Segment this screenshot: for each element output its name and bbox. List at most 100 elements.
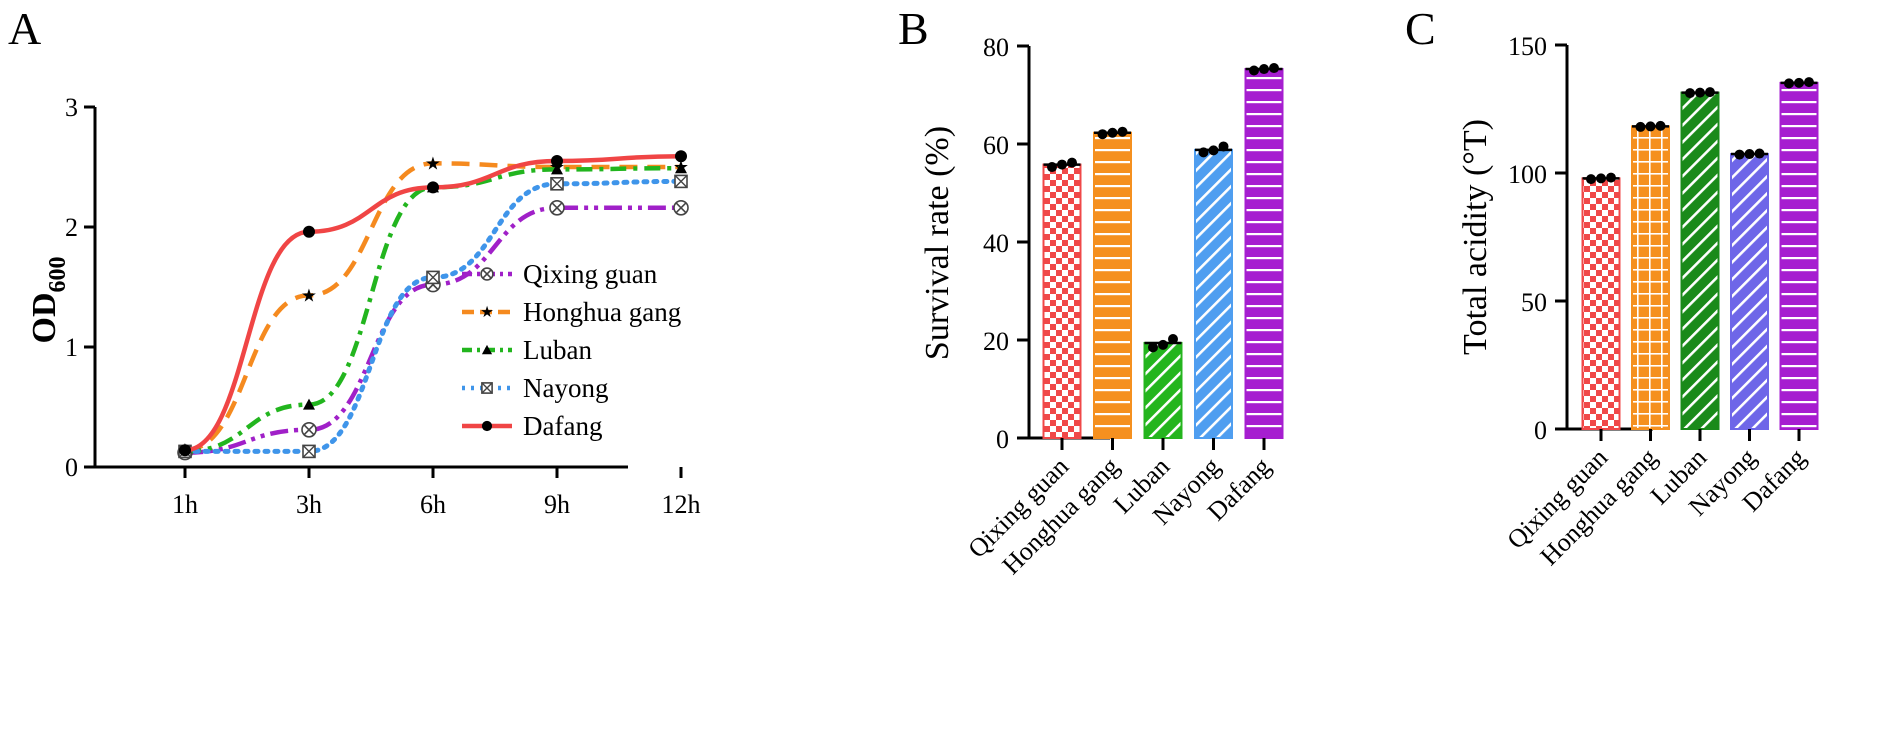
panel-a-y-axis-label: OD600 — [26, 257, 71, 344]
panel-b-data-point — [1148, 342, 1158, 353]
panel-c-bar — [1631, 125, 1670, 431]
legend-item: ★ Honghua gang — [462, 297, 681, 327]
panel-c-data-point — [1784, 78, 1794, 89]
panel-c-y-tick-label: 150 — [1508, 32, 1547, 61]
panel-b-data-point — [1218, 141, 1229, 152]
marker-circle-x-cross — [303, 424, 315, 436]
panel-b-bar — [1093, 131, 1132, 439]
panel-b-data-point — [1047, 162, 1057, 173]
panel-letter-c: C — [1405, 3, 1436, 54]
marker-triangle — [675, 162, 687, 174]
panel-c-bar — [1581, 177, 1621, 430]
panel-c-data-point — [1685, 88, 1695, 99]
marker-dot — [481, 420, 493, 432]
legend-item: Luban — [462, 335, 592, 365]
panel-a-x-tick-label: 1h — [172, 490, 198, 519]
panel-a-x-tick-label: 3h — [296, 490, 322, 519]
marker-circle-x-cross — [675, 202, 687, 214]
panel-c-data-point — [1734, 149, 1745, 160]
panel-c-data-point — [1586, 174, 1596, 185]
panel-a-x-tick-label: 12h — [662, 490, 701, 519]
panel-a-y-tick-label: 0 — [65, 453, 78, 482]
marker-star: ★ — [301, 285, 317, 305]
marker-dot — [427, 181, 439, 194]
panel-c-y-tick-label: 100 — [1508, 160, 1547, 189]
legend-label: Honghua gang — [523, 297, 681, 327]
panel-c-bar — [1680, 91, 1720, 430]
panel-c-data-point — [1744, 149, 1755, 160]
panel-b-y-tick-label: 40 — [983, 229, 1009, 258]
marker-square-x-cross — [302, 444, 316, 458]
panel-a-y-tick-label: 3 — [65, 93, 78, 122]
panel-c-data-point — [1596, 173, 1606, 184]
panel-b-data-point — [1117, 126, 1128, 137]
panel-b-data-point — [1168, 334, 1178, 345]
panel-b-bar — [1042, 163, 1082, 440]
marker-triangle — [481, 344, 493, 355]
panel-a-legend: Qixing guan ★ Honghua gang Luban Nayong Dafan… — [462, 259, 681, 441]
panel-letter-a: A — [8, 3, 41, 54]
panel-b-bar — [1143, 341, 1183, 439]
series-line — [184, 153, 682, 453]
marker-dot — [675, 150, 687, 163]
marker-square-x-cross — [674, 174, 688, 188]
panel-c-data-point — [1655, 120, 1666, 131]
panel-b-data-point — [1067, 157, 1077, 168]
panel-b-data-point — [1259, 64, 1269, 75]
panel-b-y-tick-label: 0 — [996, 425, 1009, 454]
marker-square-x-cross — [481, 382, 493, 394]
panel-b-data-point — [1057, 159, 1067, 170]
panel-letter-b: B — [898, 3, 929, 54]
legend-label: Qixing guan — [523, 259, 658, 289]
panel-c-data-point — [1695, 87, 1705, 98]
panel-b-y-tick-label: 20 — [983, 327, 1009, 356]
marker-dot — [551, 155, 563, 167]
marker-star: ★ — [425, 153, 441, 173]
marker-triangle — [551, 163, 563, 175]
panel-b-y-tick-label: 60 — [983, 131, 1009, 160]
panel-c-y-tick-label: 50 — [1521, 288, 1547, 317]
marker-dot — [303, 225, 315, 238]
marker-dot — [179, 444, 191, 457]
panel-c-data-point — [1606, 172, 1616, 183]
panel-c-y-axis-label: Total acidity (°T) — [1457, 119, 1494, 355]
legend-label: Luban — [523, 335, 592, 365]
legend-item: Nayong — [462, 373, 608, 403]
series-line — [184, 165, 682, 454]
panel-c-data-point — [1645, 121, 1656, 132]
panel-a-y-tick-label: 1 — [65, 333, 78, 362]
legend-label: Nayong — [523, 373, 608, 403]
legend-item: Qixing guan — [462, 259, 658, 289]
panel-b-data-point — [1158, 339, 1168, 350]
panel-b-data-point — [1269, 63, 1279, 74]
panel-c-bar — [1730, 153, 1769, 430]
marker-square-x-cross — [550, 177, 564, 191]
panel-b-y-tick-label: 80 — [983, 33, 1009, 62]
panel-c-data-point — [1804, 77, 1814, 88]
panel-a-x-tick-label: 6h — [420, 490, 446, 519]
series-line — [184, 161, 681, 453]
panel-b-y-axis-label: Survival rate (%) — [919, 126, 956, 360]
panel-b-data-point — [1107, 127, 1118, 138]
panel-b-data-point — [1208, 145, 1219, 156]
marker-triangle — [303, 398, 315, 410]
panel-b-bar — [1194, 148, 1233, 439]
panel-a-x-tick-label: 9h — [544, 490, 570, 519]
panel-c-data-point — [1705, 87, 1715, 98]
panel-b-bar — [1244, 68, 1284, 439]
panel-b-data-point — [1198, 147, 1209, 158]
panel-c-y-tick-label: 0 — [1534, 416, 1547, 445]
panel-c-data-point — [1794, 77, 1804, 88]
panel-c-bar — [1779, 81, 1819, 430]
series-line — [184, 205, 681, 455]
legend-label: Dafang — [523, 411, 602, 441]
marker-star: ★ — [480, 304, 494, 321]
panel-c-data-point — [1754, 148, 1765, 159]
